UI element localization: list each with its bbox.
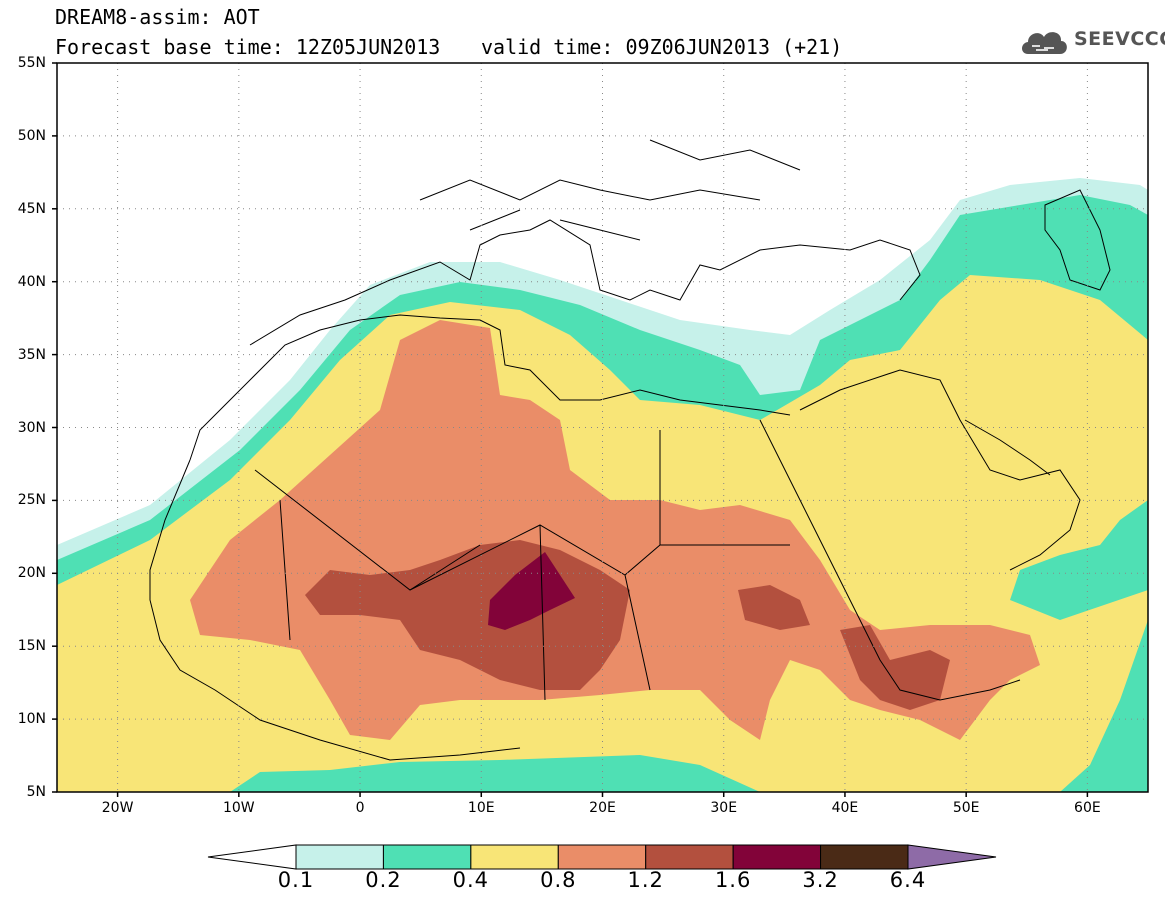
lat-label: 20N bbox=[17, 565, 46, 582]
aot-band-1-2-east bbox=[738, 585, 810, 630]
coastline-persian-gulf bbox=[964, 419, 1051, 476]
colorbar-level-label: 0.4 bbox=[452, 868, 490, 892]
colorbar-level-label: 1.2 bbox=[627, 868, 664, 892]
coastline-europe bbox=[249, 219, 921, 346]
colorbar-box bbox=[557, 844, 647, 870]
lat-label: 50N bbox=[17, 127, 46, 144]
lat-label: 15N bbox=[17, 638, 46, 655]
lon-label: 0 bbox=[355, 800, 365, 816]
colorbar-level-label: 0.2 bbox=[365, 868, 402, 892]
lon-label: 10W bbox=[222, 800, 255, 816]
border-sahara bbox=[254, 469, 790, 591]
aot-band-1-6 bbox=[488, 552, 575, 630]
colorbar-level-label: 0.8 bbox=[540, 868, 577, 892]
lon-label: 30E bbox=[710, 800, 738, 816]
lon-label: 60E bbox=[1074, 800, 1101, 816]
colorbar-under-arrow bbox=[207, 844, 297, 870]
colorbar-level-label: 6.4 bbox=[889, 868, 927, 892]
aot-band-0-8 bbox=[190, 320, 1040, 740]
lat-label: 45N bbox=[17, 200, 46, 217]
aot-field bbox=[57, 63, 1148, 792]
lat-label: 25N bbox=[17, 492, 46, 509]
colorbar-box bbox=[470, 844, 559, 870]
lat-label: 35N bbox=[17, 346, 46, 363]
axis-ticks bbox=[52, 62, 1089, 797]
colorbar-level-label: 3.2 bbox=[802, 868, 839, 892]
seevccc-logo: SEEVCCC bbox=[1018, 22, 1165, 62]
lon-label: 20W bbox=[101, 800, 134, 816]
colorbar-level-label: 0.1 bbox=[277, 868, 315, 892]
lat-label: 55N bbox=[17, 55, 46, 71]
border-europe-inner bbox=[419, 139, 801, 241]
coastline-west-africa bbox=[149, 459, 521, 761]
map-title: DREAM8-assim: AOT bbox=[55, 5, 260, 29]
lat-label: 40N bbox=[17, 273, 46, 290]
colorbar-box bbox=[645, 844, 734, 870]
lon-label: 20E bbox=[589, 800, 616, 816]
cloud-icon bbox=[1022, 32, 1067, 54]
colorbar-box bbox=[295, 844, 384, 870]
coastline-caspian bbox=[1044, 189, 1111, 291]
coastline-north-africa bbox=[189, 314, 791, 461]
colorbar bbox=[207, 844, 997, 870]
lat-label: 5N bbox=[26, 784, 46, 800]
forecast-base-time: Forecast base time: 12Z05JUN2013 bbox=[55, 35, 441, 59]
valid-time: valid time: 09Z06JUN2013 (+21) bbox=[481, 35, 843, 59]
lon-label: 10E bbox=[467, 800, 495, 816]
lat-label: 30N bbox=[17, 419, 46, 436]
colorbar-over-arrow bbox=[907, 844, 997, 870]
border-sahel bbox=[279, 430, 661, 701]
colorbar-level-label: 1.6 bbox=[714, 868, 752, 892]
lon-label: 40E bbox=[831, 800, 859, 816]
coastline-red-sea bbox=[759, 419, 1021, 701]
coastline-arabia bbox=[799, 369, 1081, 571]
country-boundaries bbox=[149, 139, 1111, 761]
colorbar-box bbox=[820, 844, 909, 870]
lon-label: 50E bbox=[952, 800, 980, 816]
colorbar-boxes bbox=[295, 844, 909, 870]
logo-text: SEEVCCC bbox=[1074, 28, 1165, 50]
colorbar-box bbox=[732, 844, 822, 870]
lat-label: 10N bbox=[17, 711, 46, 728]
colorbar-box bbox=[382, 844, 472, 870]
